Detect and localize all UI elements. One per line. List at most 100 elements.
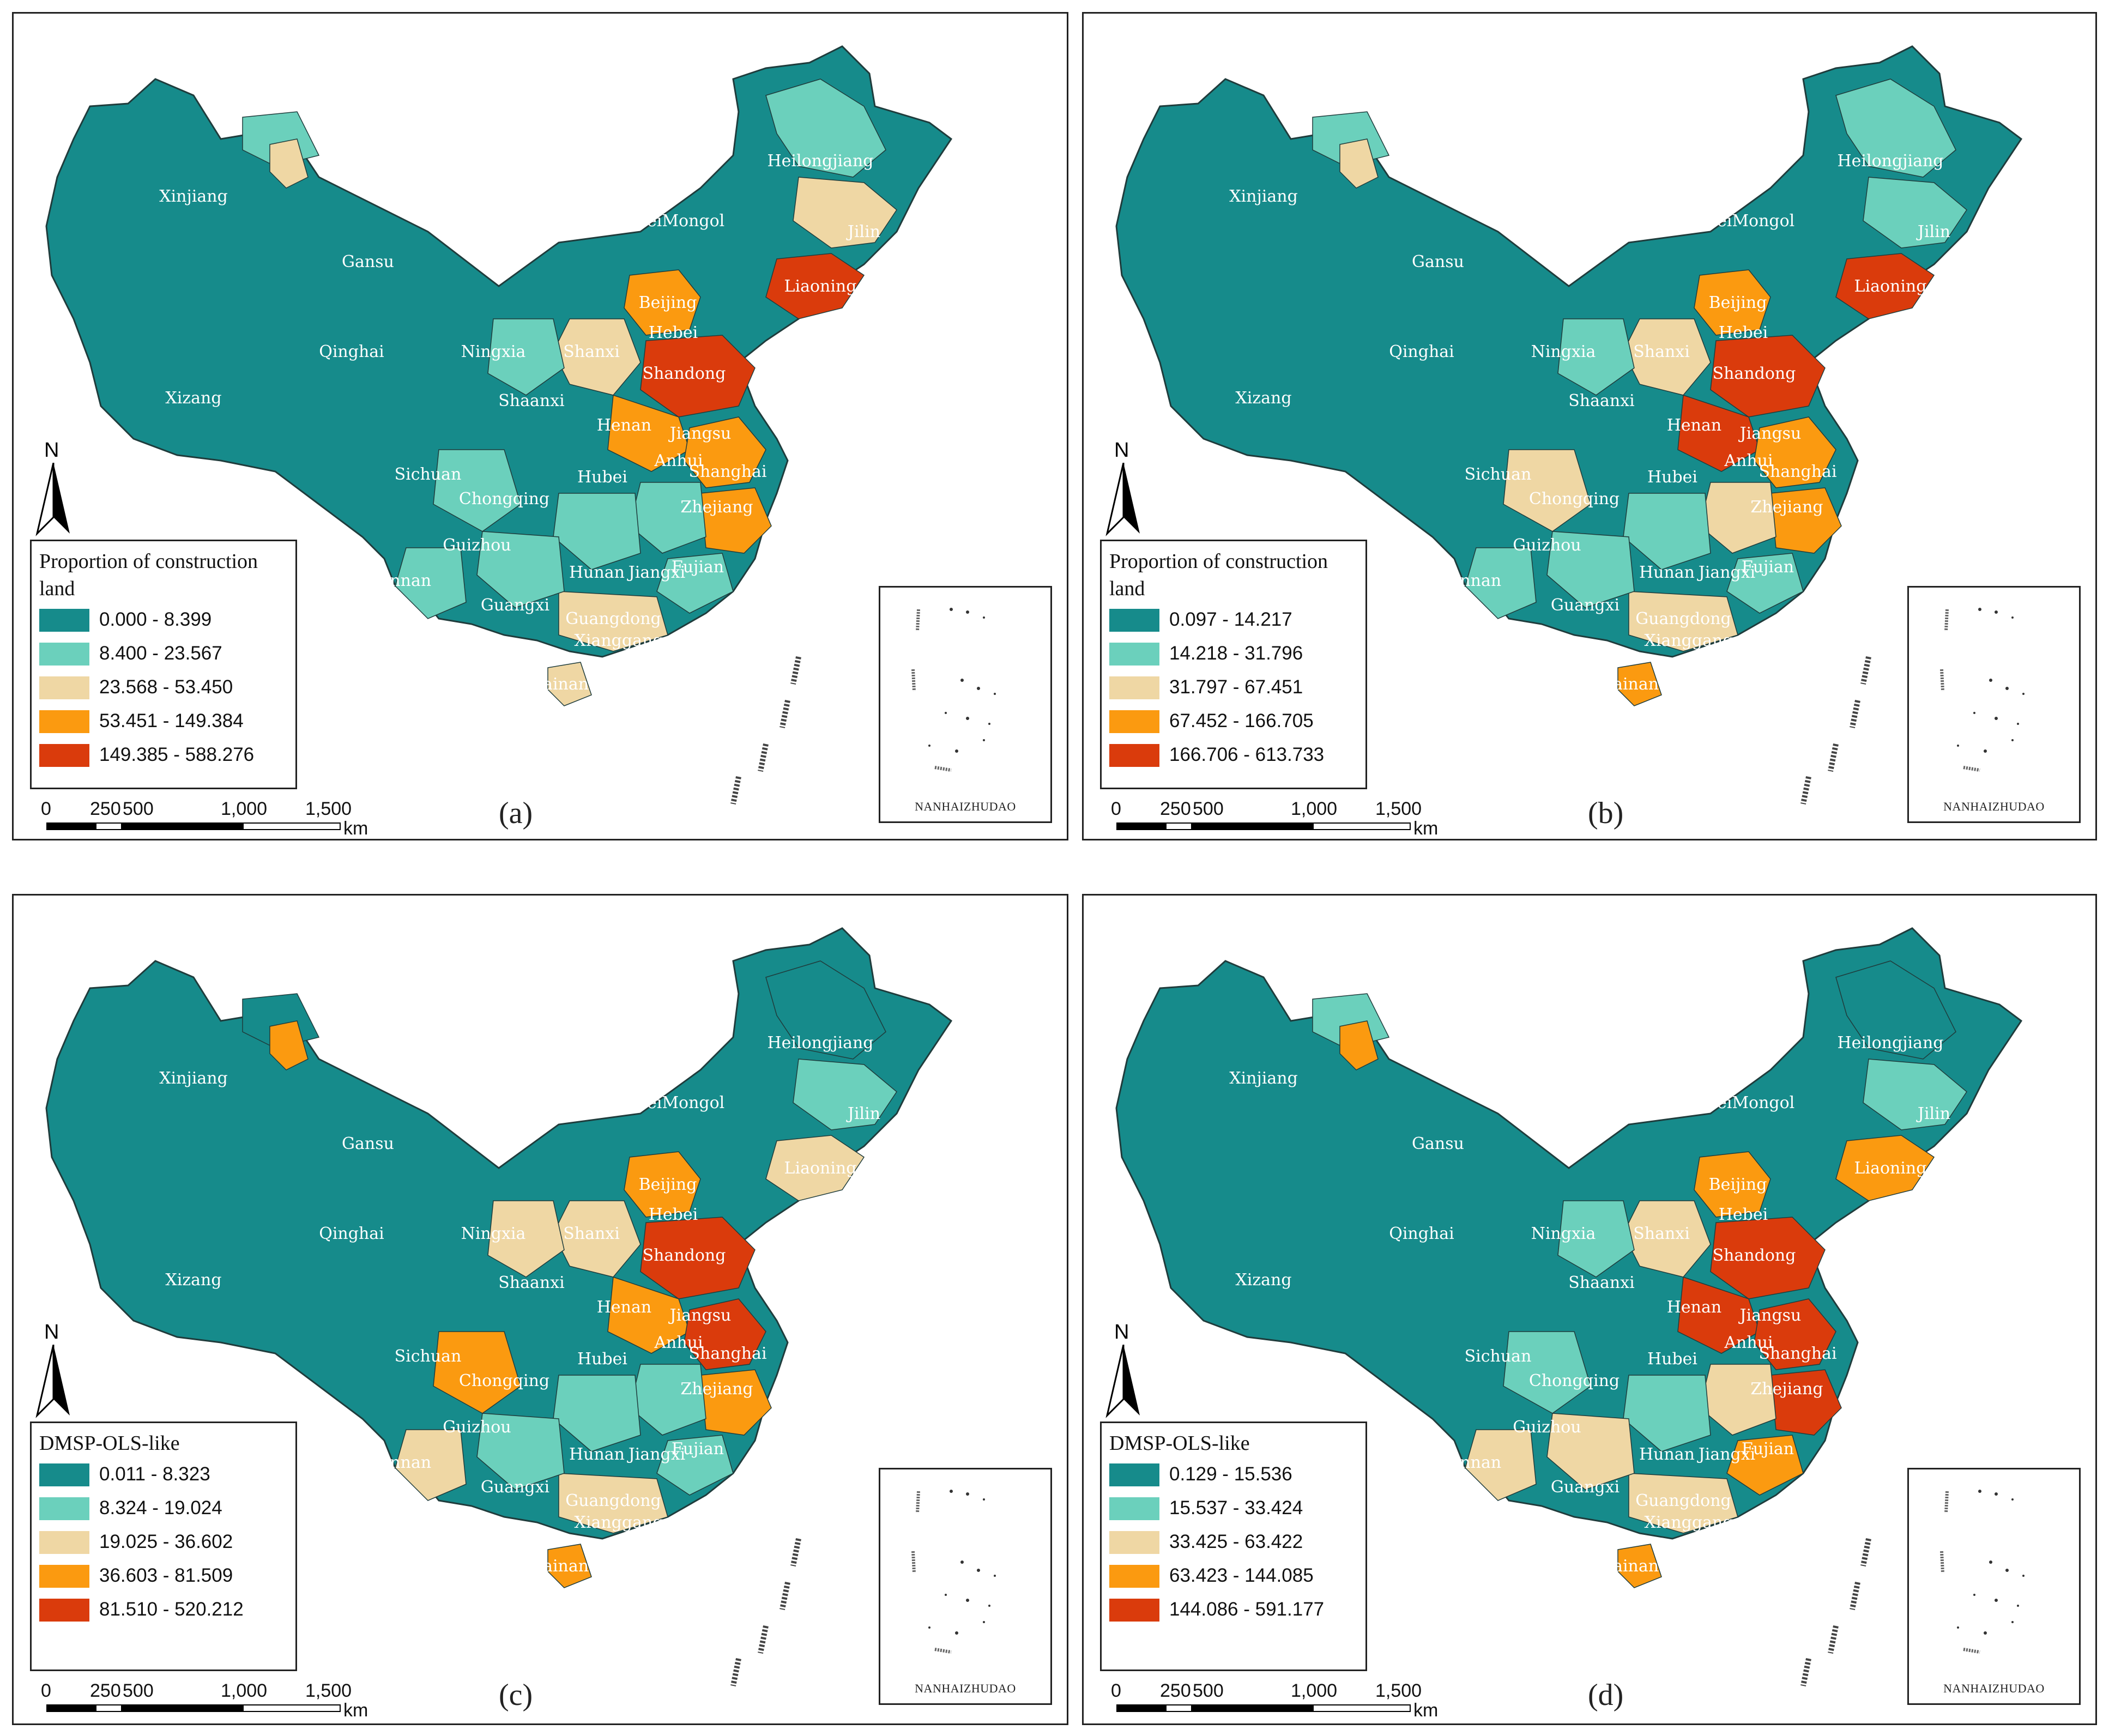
province-label: Fujian [1742, 1439, 1794, 1459]
province-label: Liaoning [784, 277, 857, 296]
region-polygon [1694, 269, 1771, 336]
legend-item: 81.510 - 520.212 [39, 1596, 290, 1624]
scale-tick: 0 [41, 799, 51, 819]
region-polygon [487, 318, 565, 396]
scale-segment [47, 824, 96, 829]
scale-tick: 500 [123, 799, 154, 819]
legend-swatch [1109, 676, 1159, 699]
province-label: Shandong [643, 364, 726, 383]
region-polygon [624, 1151, 701, 1218]
boundary-dash [1800, 776, 1811, 805]
scale-bar: 0 250 500 1,000 1,500 km [1100, 1680, 1438, 1721]
province-label: Xizang [165, 1271, 221, 1290]
north-label: N [44, 439, 59, 462]
north-arrow-icon [1105, 463, 1140, 536]
legend: Proportion of construction land 0.097 - 1… [1100, 540, 1367, 789]
province-label: Hainan [1599, 1557, 1659, 1576]
legend-label: 53.451 - 149.384 [99, 710, 244, 731]
province-label: Yunnan [1440, 1453, 1501, 1472]
scale-segment [121, 824, 146, 829]
scale-tick: 1,500 [1375, 799, 1422, 819]
scale-tick: 1,000 [221, 799, 268, 819]
legend-item: 67.452 - 166.705 [1109, 708, 1360, 735]
province-label: Jiangxi [627, 563, 686, 582]
province-label: Jiangxi [1697, 563, 1756, 582]
province-label: Hebei [1719, 323, 1768, 342]
province-label: Xinjiang [159, 187, 228, 206]
legend-label: 144.086 - 591.177 [1169, 1599, 1325, 1620]
province-label: Xianggang [575, 1513, 663, 1532]
legend-label: 36.603 - 81.509 [99, 1565, 233, 1586]
boundary-dash [1800, 1658, 1811, 1686]
scale-segment [1216, 1705, 1314, 1711]
legend-label: 0.129 - 15.536 [1169, 1463, 1292, 1485]
region-polygon [558, 1473, 668, 1534]
province-label: Gansu [342, 252, 394, 271]
province-label: Shanghai [688, 462, 766, 481]
legend-swatch [39, 1497, 89, 1520]
province-label: Beijing [639, 293, 697, 312]
region-polygon [547, 1544, 592, 1588]
province-label: Guangxi [1551, 1478, 1619, 1497]
province-label: Henan [1667, 416, 1721, 435]
legend-title: DMSP-OLS-like [39, 1432, 180, 1455]
boundary-dash [790, 1538, 801, 1566]
legend-swatch [1109, 643, 1159, 666]
boundary-dash [758, 743, 769, 772]
province-label: Ningxia [461, 1224, 526, 1243]
province-label: Hainan [529, 675, 589, 694]
legend-swatch [39, 676, 89, 699]
province-label: Chongqing [1529, 1371, 1619, 1390]
legend-item: 63.423 - 144.085 [1109, 1563, 1360, 1590]
province-label: Jiangsu [1738, 1306, 1802, 1325]
region-polygon [793, 1058, 897, 1130]
map-panel-a: Xinjiang Gansu Qinghai Xizang NeiMongol Heilo… [12, 12, 1068, 840]
province-label: Fujian [1742, 558, 1794, 577]
south-china-sea-inset: NANHAIZHUDAO [1907, 586, 2081, 823]
province-label: Jilin [1916, 1104, 1950, 1123]
boundary-dash [779, 700, 790, 728]
scale-tick: 1,500 [1375, 1680, 1422, 1701]
region-polygon [1557, 318, 1635, 396]
province-label: NeiMongol [1703, 1093, 1795, 1112]
province-label: Taiwan [747, 1472, 806, 1491]
legend-label: 8.324 - 19.024 [99, 1497, 222, 1519]
province-label: Xizang [165, 389, 221, 408]
panel-label: (d) [1588, 1678, 1624, 1712]
legend-item: 0.011 - 8.323 [39, 1461, 290, 1489]
province-label: Anhui [654, 1333, 703, 1352]
province-label: Xianggang [1645, 631, 1733, 650]
province-label: Shanxi [563, 1224, 620, 1243]
region-polygon [700, 1369, 772, 1436]
region-polygon [269, 138, 309, 189]
region-polygon [1726, 1435, 1804, 1496]
legend-label: 33.425 - 63.422 [1169, 1531, 1303, 1552]
province-label: Shanxi [1633, 342, 1690, 361]
province-label: Gansu [1412, 1134, 1464, 1153]
province-label: Guangdong [1635, 609, 1731, 628]
legend-label: 23.568 - 53.450 [99, 676, 233, 698]
province-label: Fujian [672, 558, 724, 577]
province-label: Hubei [1647, 468, 1697, 487]
region-polygon [547, 662, 592, 706]
province-label: Yunnan [370, 1453, 431, 1472]
region-polygon [553, 493, 641, 570]
province-label: Taiwan [1817, 1472, 1876, 1491]
province-label: Chongqing [1529, 489, 1619, 509]
legend-label: 149.385 - 588.276 [99, 744, 255, 765]
south-china-sea-inset: NANHAIZHUDAO [879, 586, 1052, 823]
boundary-dash [790, 656, 801, 685]
legend-label: 15.537 - 33.424 [1169, 1497, 1303, 1519]
province-label: Shanxi [1633, 1224, 1690, 1243]
province-label: Guangxi [481, 596, 549, 615]
province-label: Gansu [342, 1134, 394, 1153]
province-label: Shaanxi [498, 1273, 564, 1292]
province-label: Xizang [1235, 389, 1291, 408]
legend-label: 63.423 - 144.085 [1169, 1565, 1314, 1586]
legend-swatch [1109, 1565, 1159, 1588]
province-label: Yunnan [370, 571, 431, 590]
scale-bar: 0 250 500 1,000 1,500 km [1100, 799, 1438, 839]
map-panel-d: Xinjiang Gansu Qinghai Xizang NeiMongol Heilo… [1082, 894, 2097, 1725]
scale-segment [1117, 824, 1167, 829]
legend-item: 15.537 - 33.424 [1109, 1495, 1360, 1522]
